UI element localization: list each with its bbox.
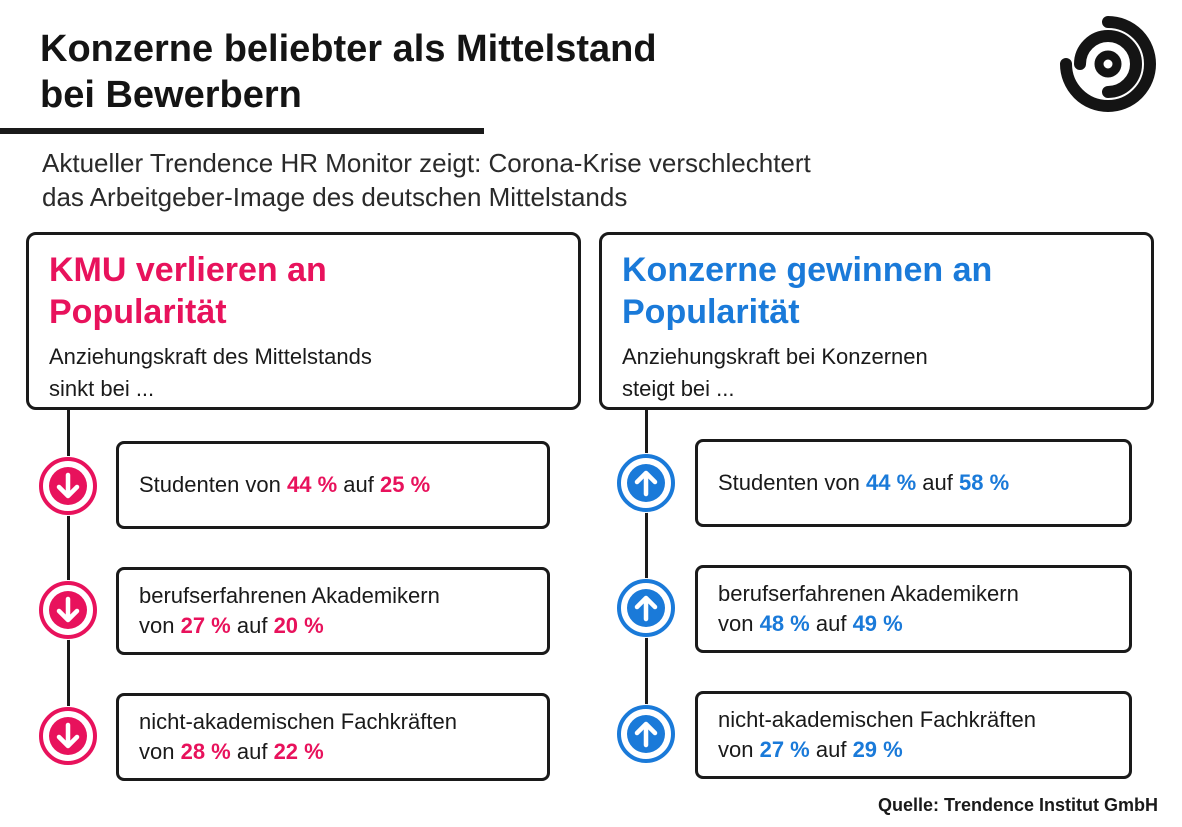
stat-text: von 28 % auf 22 % bbox=[139, 737, 527, 767]
stat-text: von 27 % auf 20 % bbox=[139, 611, 527, 641]
stat-to-value: 25 % bbox=[379, 472, 431, 497]
stat-text: von 48 % auf 49 % bbox=[718, 609, 1109, 639]
stat-prefix: von bbox=[718, 611, 760, 636]
stat-from-value: 27 % bbox=[759, 737, 810, 762]
page-title: Konzerne beliebter als Mittelstand bei B… bbox=[40, 26, 657, 118]
stat-to-value: 58 % bbox=[958, 470, 1010, 495]
stat-from-value: 27 % bbox=[180, 613, 231, 638]
stat-to-value: 22 % bbox=[273, 739, 324, 764]
arrow-up-icon bbox=[616, 453, 676, 513]
subtitle: Aktueller Trendence HR Monitor zeigt: Co… bbox=[42, 146, 811, 214]
arrow-up-icon bbox=[616, 578, 676, 638]
arrow-up-icon bbox=[616, 704, 676, 764]
subtitle-line-2: das Arbeitgeber-Image des deutschen Mitt… bbox=[42, 182, 628, 212]
stat-prefix: von bbox=[139, 739, 181, 764]
left-description: Anziehungskraft des Mittelstands sinkt b… bbox=[49, 341, 558, 405]
stat-text: Studenten von 44 % auf 25 % bbox=[139, 470, 527, 500]
stat-connector: auf bbox=[230, 739, 274, 764]
right-heading-line-1: Konzerne gewinnen an bbox=[622, 251, 993, 289]
left-header-box: KMU verlieren an Popularität Anziehungsk… bbox=[26, 232, 581, 410]
left-description-line-1: Anziehungskraft des Mittelstands bbox=[49, 344, 372, 369]
left-stat-students: Studenten von 44 % auf 25 % bbox=[116, 441, 550, 529]
stat-prefix: von bbox=[139, 613, 181, 638]
stat-text: Studenten von 44 % auf 58 % bbox=[718, 468, 1109, 498]
right-stat-students: Studenten von 44 % auf 58 % bbox=[695, 439, 1132, 527]
stat-label: nicht-akademischen Fachkräften bbox=[139, 709, 457, 734]
right-heading-line-2: Popularität bbox=[622, 293, 800, 331]
arrow-down-icon bbox=[38, 706, 98, 766]
left-heading: KMU verlieren an Popularität bbox=[49, 249, 558, 333]
left-stat-skilled-workers: nicht-akademischen Fachkräften von 28 % … bbox=[116, 693, 550, 781]
stat-connector: auf bbox=[337, 472, 380, 497]
stat-to-value: 29 % bbox=[852, 737, 903, 762]
arrow-down-icon bbox=[38, 580, 98, 640]
subtitle-line-1: Aktueller Trendence HR Monitor zeigt: Co… bbox=[42, 148, 811, 178]
right-heading: Konzerne gewinnen an Popularität bbox=[622, 249, 1131, 333]
left-description-line-2: sinkt bei ... bbox=[49, 376, 155, 401]
right-description: Anziehungskraft bei Konzernen steigt bei… bbox=[622, 341, 1131, 405]
title-line-1: Konzerne beliebter als Mittelstand bbox=[40, 28, 657, 70]
stat-connector: auf bbox=[916, 470, 959, 495]
stat-to-value: 49 % bbox=[852, 611, 903, 636]
right-header-box: Konzerne gewinnen an Popularität Anziehu… bbox=[599, 232, 1154, 410]
left-timeline-line bbox=[67, 410, 70, 726]
title-line-2: bei Bewerbern bbox=[40, 74, 302, 116]
stat-label: Studenten von bbox=[718, 470, 867, 495]
stat-label: berufserfahrenen Akademikern bbox=[718, 581, 1019, 606]
stat-text: von 27 % auf 29 % bbox=[718, 735, 1109, 765]
stat-from-value: 44 % bbox=[287, 472, 338, 497]
stat-label: berufserfahrenen Akademikern bbox=[139, 583, 440, 608]
left-stat-academics: berufserfahrenen Akademikern von 27 % au… bbox=[116, 567, 550, 655]
stat-from-value: 48 % bbox=[759, 611, 810, 636]
left-heading-line-2: Popularität bbox=[49, 293, 227, 331]
right-description-line-1: Anziehungskraft bei Konzernen bbox=[622, 344, 928, 369]
right-timeline-line bbox=[645, 410, 648, 736]
stat-connector: auf bbox=[809, 611, 853, 636]
stat-connector: auf bbox=[230, 613, 274, 638]
title-underline bbox=[0, 128, 484, 134]
stat-label: nicht-akademischen Fachkräften bbox=[718, 707, 1036, 732]
stat-connector: auf bbox=[809, 737, 853, 762]
right-stat-academics: berufserfahrenen Akademikern von 48 % au… bbox=[695, 565, 1132, 653]
stat-from-value: 28 % bbox=[180, 739, 231, 764]
stat-label: Studenten von bbox=[139, 472, 288, 497]
brand-logo-icon bbox=[1060, 16, 1156, 112]
right-stat-skilled-workers: nicht-akademischen Fachkräften von 27 % … bbox=[695, 691, 1132, 779]
right-description-line-2: steigt bei ... bbox=[622, 376, 735, 401]
source-note: Quelle: Trendence Institut GmbH bbox=[877, 795, 1158, 815]
stat-prefix: von bbox=[718, 737, 760, 762]
arrow-down-icon bbox=[38, 456, 98, 516]
stat-from-value: 44 % bbox=[866, 470, 917, 495]
stat-to-value: 20 % bbox=[273, 613, 324, 638]
left-heading-line-1: KMU verlieren an bbox=[49, 251, 327, 289]
